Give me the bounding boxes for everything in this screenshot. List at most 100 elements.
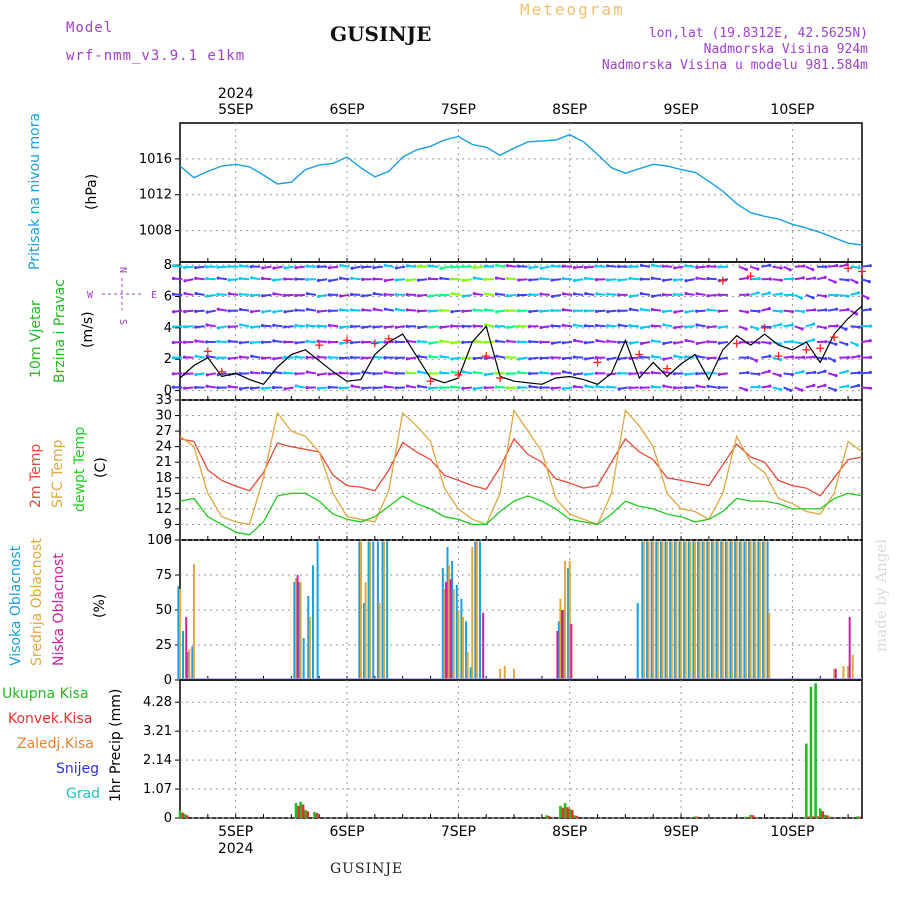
- y-tick-label: 0: [164, 384, 172, 399]
- precip-bar: [294, 803, 298, 818]
- y-tick-label: 1008: [139, 224, 172, 239]
- wind-arrow-head: [561, 323, 565, 327]
- wind-arrow-head: [272, 278, 276, 282]
- wind-arrow-head: [428, 354, 432, 358]
- wind-arrow-head: [550, 278, 554, 282]
- wind-arrow-head: [171, 340, 175, 345]
- wind-arrow-head: [617, 278, 621, 282]
- wind-arrow-head: [868, 386, 873, 390]
- precip-bar: [315, 813, 319, 818]
- wind-arrow-head: [778, 387, 783, 392]
- wind-arrow-head: [327, 372, 331, 376]
- wind-arrow-head: [684, 355, 688, 359]
- wind-arrow-head: [823, 383, 827, 387]
- panel-frame: [179, 679, 863, 819]
- cloud-bar: [182, 631, 185, 680]
- wind-arrow-head: [494, 324, 498, 328]
- wind-arrow-head: [650, 307, 654, 312]
- cloud-bar: [692, 541, 695, 680]
- wind-arrow-head: [305, 370, 309, 374]
- wind-arrow-head: [505, 386, 510, 390]
- wind-arrow-head: [550, 294, 555, 299]
- y-tick-label: 6: [164, 533, 172, 548]
- wind-arrow-head: [746, 356, 750, 360]
- wind-arrow-head: [505, 372, 509, 376]
- y-tick-label: 100: [147, 533, 172, 548]
- cloud-bar: [311, 565, 314, 680]
- wind-arrow-head: [745, 310, 750, 314]
- y-tick-label: 1012: [139, 188, 172, 203]
- wind-arrow-head: [372, 266, 376, 270]
- wind-arrow-head: [461, 340, 465, 344]
- cloud-bar: [701, 541, 704, 680]
- wind-arrow-head: [706, 294, 710, 298]
- wind-arrow-head: [684, 338, 688, 343]
- wind-arrow-head: [650, 370, 654, 375]
- model-elevation-info: Nadmorska Visina u modelu 981.584m: [601, 58, 868, 73]
- wind-arrow-head: [171, 372, 175, 376]
- precip-bar: [563, 803, 567, 818]
- wind-speed-line: [179, 305, 863, 386]
- wind-arrow-head: [846, 308, 850, 312]
- wind-arrow-head: [717, 385, 721, 390]
- wind-arrow-head: [316, 324, 320, 328]
- cloud-bar: [724, 541, 727, 680]
- wind-arrow-head: [416, 294, 421, 298]
- compass-west: W: [87, 290, 94, 301]
- cloud-bar: [471, 547, 474, 680]
- y-tick-label: 30: [155, 409, 172, 424]
- wind-arrow-head: [227, 384, 231, 389]
- wind-arrow-head: [639, 263, 643, 267]
- precip-bar: [744, 816, 748, 818]
- wind-arrow-head: [799, 296, 803, 300]
- cloud-bar: [726, 541, 729, 680]
- bottom-day-label: 6SEP: [329, 824, 364, 840]
- wind-arrow-head: [249, 293, 253, 298]
- wind-arrow-head: [844, 327, 848, 331]
- wind-panel: 0 2 4 6 8: [164, 258, 873, 401]
- wind-arrow-head: [372, 307, 376, 311]
- wind-arrow-head: [516, 340, 521, 344]
- wind-arrow-head: [227, 278, 231, 282]
- wind-arrow-head: [216, 276, 220, 280]
- cloud-bar: [689, 541, 692, 680]
- precip-bar: [299, 801, 302, 818]
- wind-arrow-head: [744, 267, 748, 271]
- wind-arrow-head: [746, 370, 750, 375]
- wind-arrow-head: [672, 372, 677, 376]
- wind-arrow-head: [673, 341, 677, 345]
- wind-arrow-head: [294, 323, 298, 328]
- y-tick-label: 75: [155, 568, 172, 583]
- wind-arrow-head: [639, 307, 643, 311]
- cloud-bar: [177, 586, 180, 680]
- wind-arrow-head: [617, 371, 621, 375]
- wind-arrow-head: [673, 354, 677, 358]
- wind-arrow-head: [316, 373, 321, 377]
- wind-arrow-head: [650, 339, 655, 343]
- bottom-day-label: 5SEP: [218, 824, 253, 840]
- wind-arrow-head: [684, 279, 688, 283]
- wind-arrow-head: [439, 371, 443, 375]
- wind-arrow-head: [494, 339, 499, 343]
- wind-arrow-head: [661, 264, 665, 268]
- precip-bar: [570, 809, 574, 818]
- cloud-bar: [294, 577, 297, 680]
- wind-arrow-head: [338, 276, 343, 280]
- wind-arrow-head: [835, 324, 839, 328]
- wind-arrow-head: [639, 277, 643, 281]
- precip-bar: [858, 816, 862, 818]
- wind-arrow-head: [361, 356, 365, 360]
- wind-arrow-head: [528, 371, 532, 376]
- legend-zaledj-kisa: Zaledj.Kisa: [17, 736, 94, 752]
- wind-arrow-head: [606, 324, 610, 328]
- cloud-bar: [670, 541, 673, 680]
- wind-arrow-head: [528, 357, 532, 361]
- wind-arrow-head: [572, 323, 577, 327]
- wind-arrow-head: [594, 371, 599, 375]
- wind-arrow-head: [516, 309, 521, 313]
- cloud-bar: [659, 541, 662, 680]
- wind-arrow-head: [327, 293, 331, 297]
- wind-arrow-head: [695, 384, 699, 388]
- wind-arrow-head: [283, 355, 287, 359]
- wind-arrow-head: [171, 356, 175, 360]
